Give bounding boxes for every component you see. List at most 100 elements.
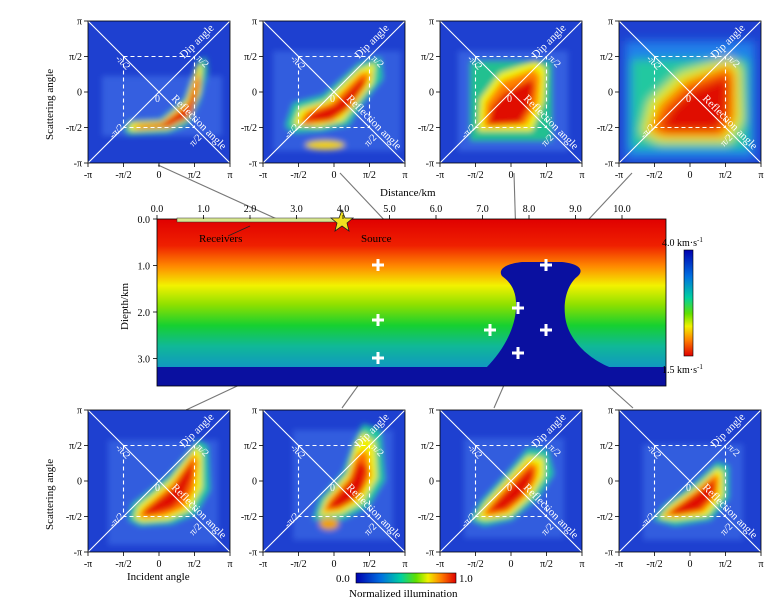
- reflection-diagonal: [439, 20, 583, 164]
- x-tick-label: π: [579, 170, 584, 181]
- distance-tick-label: 9.0: [569, 204, 582, 215]
- y-tick-label: 0: [77, 477, 82, 488]
- distance-ticks: 0.0 1.0 2.0 3.0 4.0 5.0 6.0 7.0 8.0 9.0 10.0: [151, 204, 631, 219]
- y-tick-label: 0: [608, 477, 613, 488]
- inner-dashed-box: [297, 444, 371, 518]
- inner-dashed-box: [653, 55, 727, 129]
- x-tick-label: -π: [259, 559, 267, 570]
- x-tick-label: 0: [332, 170, 337, 181]
- salt-body: [486, 262, 612, 368]
- cross-marker-6: [512, 347, 524, 359]
- x-tick-label: π/2: [188, 559, 201, 570]
- x-tick-label: π/2: [719, 170, 732, 181]
- x-tick-label: -π: [84, 170, 92, 181]
- x-tick-label: π/2: [363, 559, 376, 570]
- cross-marker-5: [512, 302, 524, 314]
- y-tick-label: -π: [249, 159, 257, 170]
- model-frame: [156, 218, 667, 387]
- reflection-diagonal: [618, 409, 762, 553]
- y-tick-label: -π/2: [597, 512, 613, 523]
- source-label: Source: [361, 233, 392, 245]
- depth-tick-label: 0.0: [138, 215, 151, 226]
- illumination-heatmap: [625, 41, 755, 159]
- panel-axes: -π -π/2 0 π/2 π π π/2 0 -π/2 -π: [597, 17, 764, 182]
- x-tick-label: -π/2: [290, 170, 306, 181]
- y-tick-label: 0: [608, 88, 613, 99]
- x-tick-label: -π: [84, 559, 92, 570]
- x-tick-label: 0: [688, 170, 693, 181]
- velocity-max-label: 4.0 km·s-1: [662, 236, 703, 249]
- center-tick-label: 0: [507, 94, 512, 105]
- illumination-heatmap: [458, 51, 568, 151]
- panel-axes: -π -π/2 0 π/2 π π π/2 0 -π/2 -π: [418, 17, 585, 182]
- x-tick-label: 0: [157, 170, 162, 181]
- depth-ticks: 0.0 1.0 2.0 3.0: [138, 215, 157, 366]
- x-tick-label: -π/2: [646, 559, 662, 570]
- y-tick-label: π/2: [244, 52, 257, 63]
- illumination-heatmap: [273, 51, 401, 151]
- inner-dashed-box: [653, 444, 727, 518]
- x-tick-label: π/2: [540, 170, 553, 181]
- receivers-pointer: [227, 225, 251, 237]
- y-tick-label: -π/2: [66, 512, 82, 523]
- velocity-gradient-field: [157, 219, 666, 367]
- y-tick-label: -π: [426, 548, 434, 559]
- inner-dashed-box: [122, 444, 196, 518]
- panel-axes: -π -π/2 0 π/2 π π π/2 0 -π/2 -π: [241, 17, 408, 182]
- source-star-icon: [329, 208, 355, 232]
- distance-tick-label: 3.0: [290, 204, 303, 215]
- incident-angle-label: Incident angle: [127, 571, 190, 583]
- y-tick-label: -π/2: [66, 123, 82, 134]
- distance-tick-label: 6.0: [430, 204, 443, 215]
- y-tick-label: π: [429, 406, 434, 417]
- panel-axes: -π -π/2 0 π/2 π π π/2 0 -π/2 -π: [241, 406, 408, 571]
- illumination-heatmap: [108, 440, 218, 545]
- y-tick-label: -π: [74, 159, 82, 170]
- y-tick-label: π/2: [244, 441, 257, 452]
- x-tick-label: -π: [436, 559, 444, 570]
- x-tick-label: π/2: [540, 559, 553, 570]
- x-tick-label: π: [227, 170, 232, 181]
- distance-tick-label: 2.0: [244, 204, 257, 215]
- y-tick-label: π/2: [69, 441, 82, 452]
- y-tick-label: -π/2: [241, 123, 257, 134]
- y-tick-label: π: [608, 406, 613, 417]
- inner-dashed-box: [297, 55, 371, 129]
- y-tick-label: -π: [605, 159, 613, 170]
- x-tick-label: 0: [509, 559, 514, 570]
- x-tick-label: -π/2: [290, 559, 306, 570]
- cross-marker-4: [484, 324, 496, 336]
- x-tick-label: π/2: [719, 559, 732, 570]
- x-tick-label: -π: [615, 170, 623, 181]
- y-tick-label: -π/2: [418, 512, 434, 523]
- distance-tick-label: 7.0: [476, 204, 489, 215]
- inner-dashed-box: [474, 55, 548, 129]
- y-tick-label: π/2: [421, 441, 434, 452]
- y-tick-label: 0: [429, 88, 434, 99]
- cross-marker-8: [540, 324, 552, 336]
- distance-tick-label: 0.0: [151, 204, 164, 215]
- y-tick-label: -π: [74, 548, 82, 559]
- y-tick-label: π/2: [69, 52, 82, 63]
- x-tick-label: -π: [436, 170, 444, 181]
- velocity-min-label: 1.5 km·s-1: [662, 363, 703, 376]
- illumination-heatmap: [102, 57, 222, 136]
- y-tick-label: -π/2: [241, 512, 257, 523]
- distance-tick-label: 1.0: [197, 204, 210, 215]
- y-tick-label: π: [252, 17, 257, 28]
- x-tick-label: π/2: [363, 170, 376, 181]
- y-tick-label: π: [608, 17, 613, 28]
- x-tick-label: -π/2: [115, 559, 131, 570]
- x-tick-label: π: [758, 170, 763, 181]
- reflection-diagonal: [262, 409, 406, 553]
- receivers-label: Receivers: [199, 233, 242, 245]
- y-tick-label: -π: [426, 159, 434, 170]
